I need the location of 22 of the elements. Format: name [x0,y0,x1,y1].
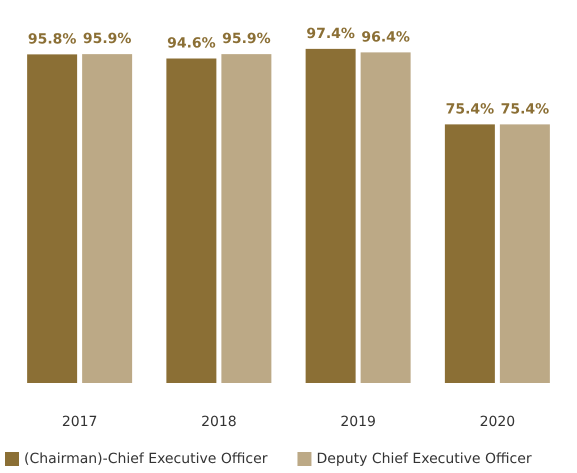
bar [166,58,216,383]
bar [444,124,495,383]
data-label: 95.9% [82,31,132,48]
x-tick-label: 2017 [62,414,98,430]
bar [306,48,356,383]
data-label: 96.4% [361,29,410,46]
bar [500,124,550,383]
data-label: 94.6% [167,36,216,52]
data-label: 97.4% [306,26,355,42]
x-tick-label: 2019 [340,414,376,430]
bar [221,54,272,383]
legend-label: (Chairman)-Chief Executive Officer [24,451,268,467]
bar [360,52,411,383]
data-label: 95.9% [222,31,271,48]
data-label: 75.4% [500,101,550,118]
bar [27,54,78,383]
legend-label: Deputy Chief Executive Officer [316,451,532,467]
x-tick-label: 2018 [201,414,237,430]
data-label: 75.4% [446,101,494,118]
data-label: 95.8% [28,31,76,48]
x-tick-label: 2020 [480,414,516,430]
bar [82,54,132,383]
